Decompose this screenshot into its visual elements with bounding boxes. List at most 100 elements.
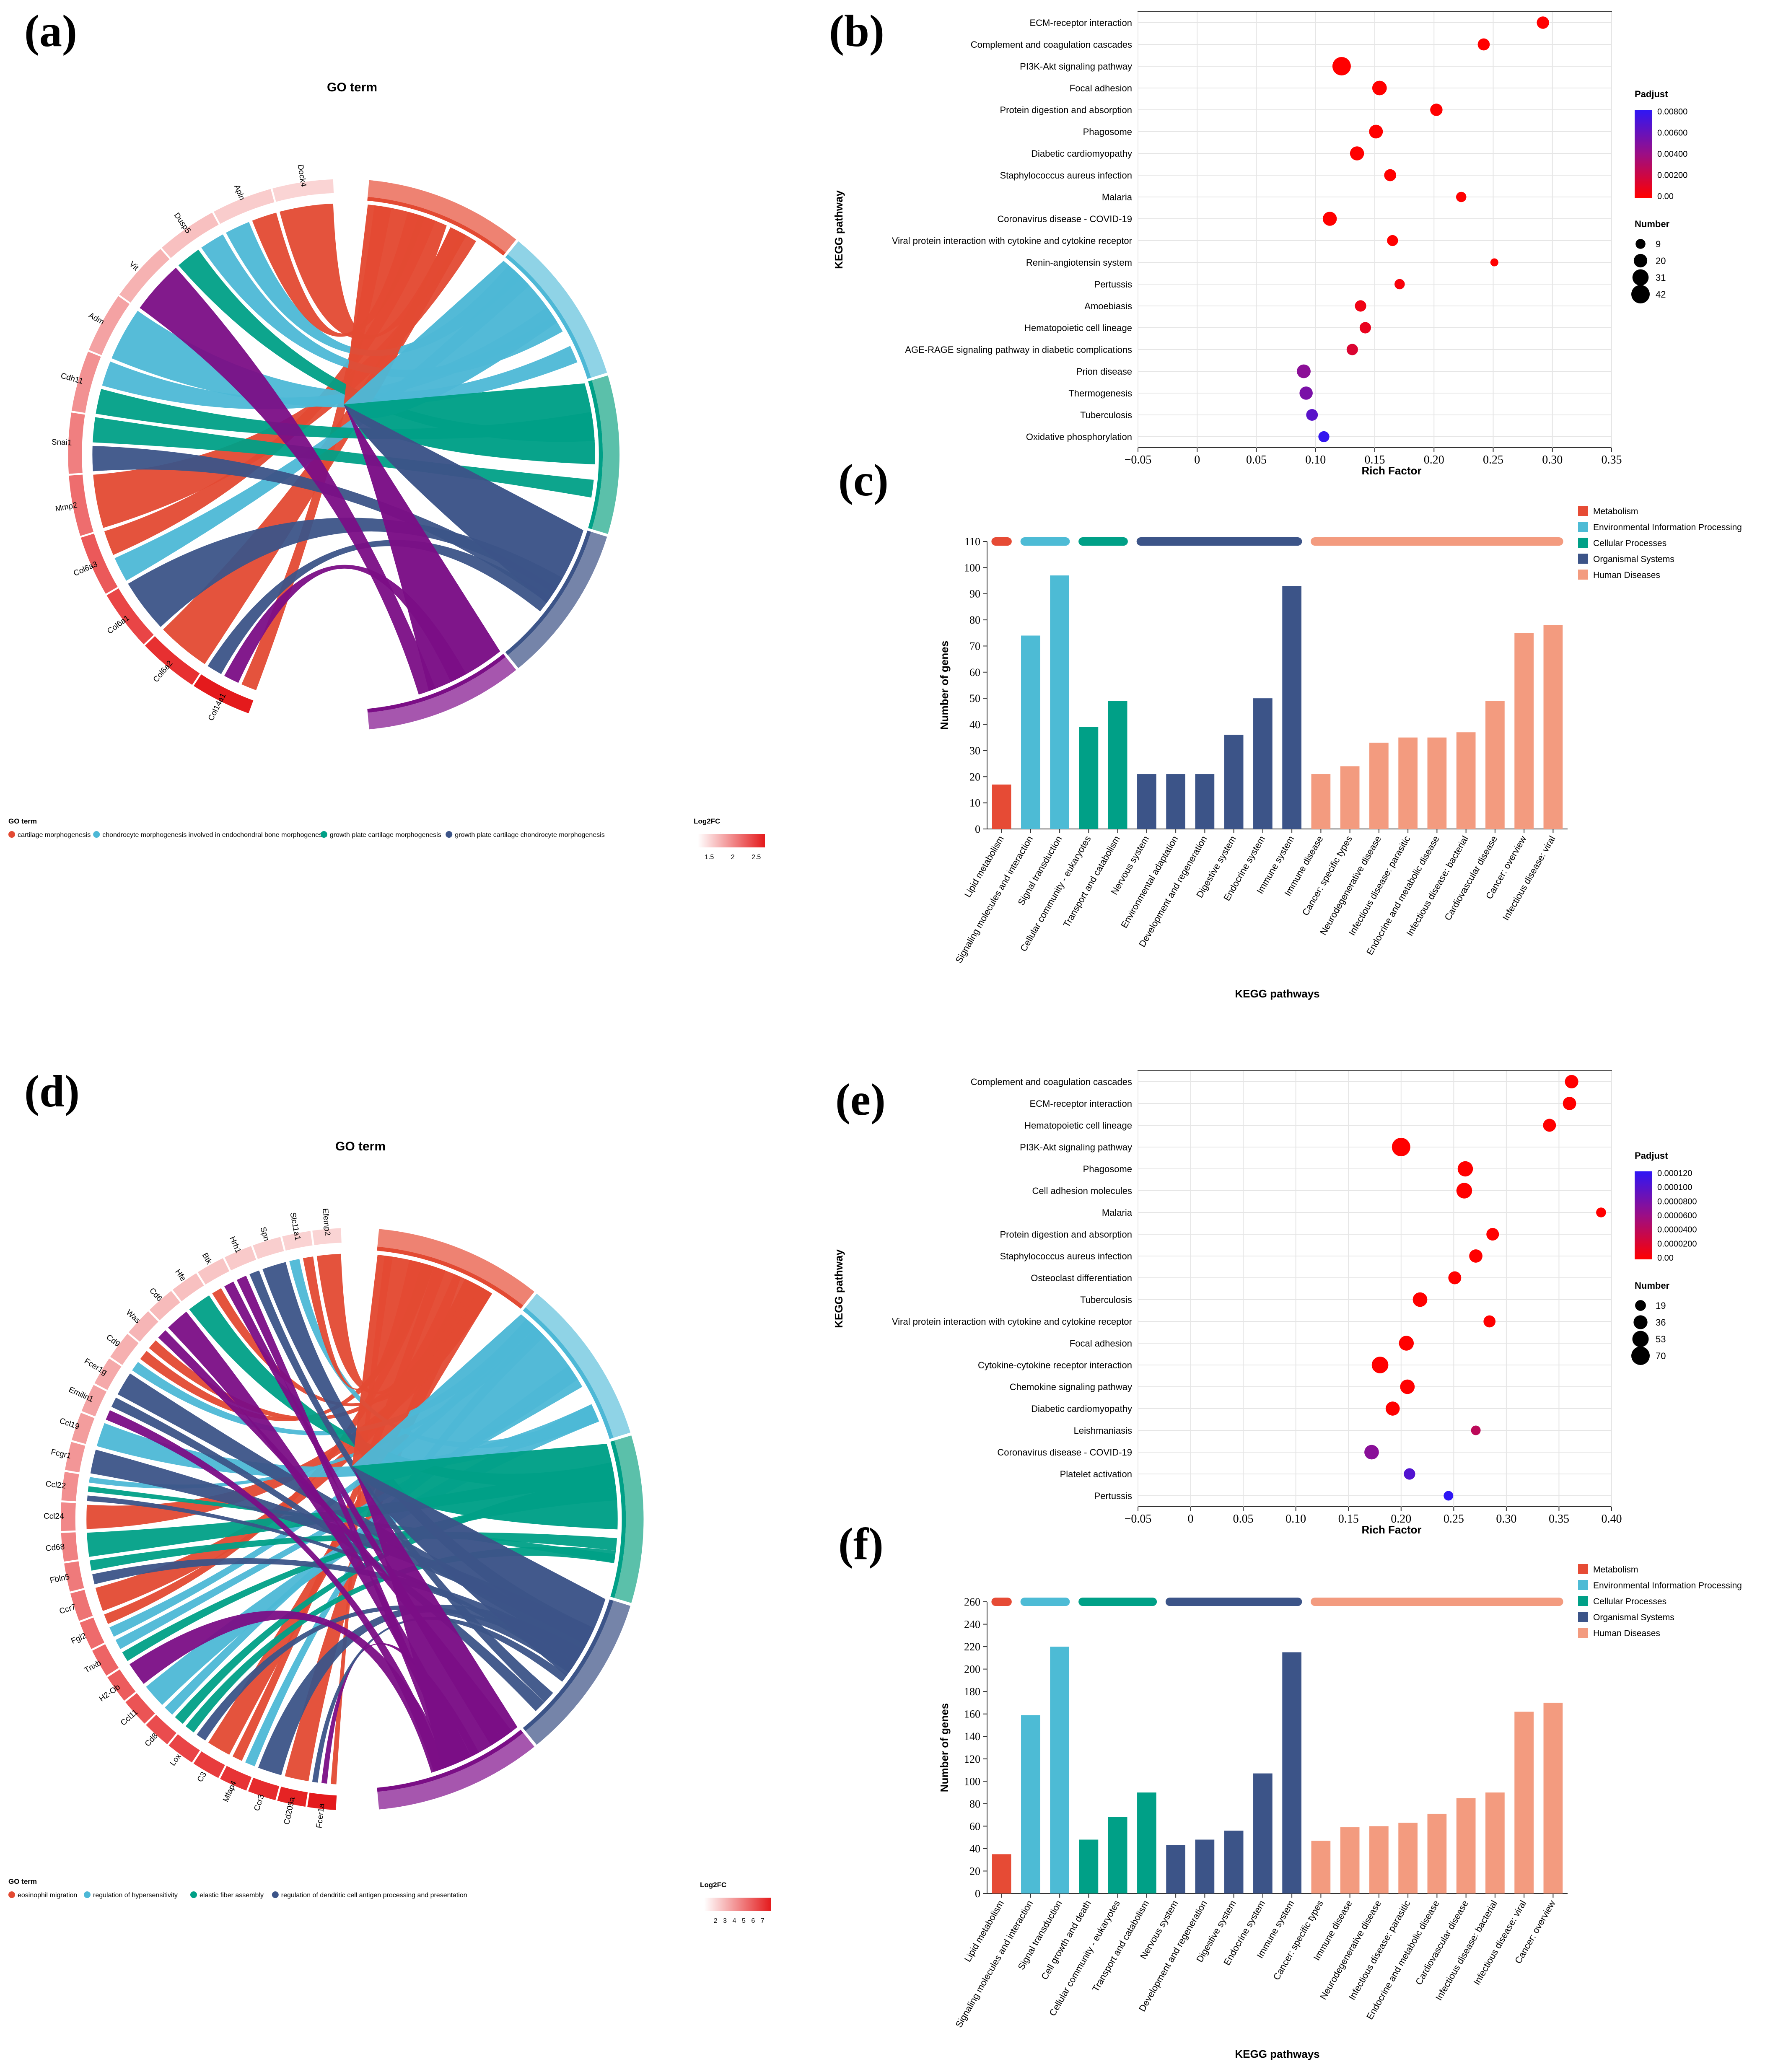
go-legend-label: cartilage morphogenesis — [18, 831, 91, 839]
term-outer-arc — [592, 375, 620, 534]
x-tick-label: 0.10 — [1305, 453, 1326, 466]
pathway-label: Focal adhesion — [1070, 1338, 1132, 1349]
term-ribbon — [344, 205, 447, 414]
gene-segment — [161, 212, 219, 259]
gene-label: C3 — [196, 1770, 208, 1784]
chord-ribbon — [115, 1376, 583, 1649]
bar — [1253, 1773, 1273, 1893]
go-legend-swatch — [8, 831, 15, 838]
data-point — [1332, 57, 1351, 75]
term-inner-arc — [588, 380, 603, 529]
x-tick-label: Cell growth and death — [1039, 1898, 1093, 1981]
bar — [1311, 1841, 1331, 1893]
category-legend-label: Environmental Information Processing — [1593, 523, 1742, 532]
padjust-tick: 0.00400 — [1657, 150, 1687, 159]
bar — [1108, 701, 1127, 829]
term-outer-arc — [368, 180, 516, 253]
term-inner-arc — [610, 1440, 626, 1598]
data-point — [1565, 1075, 1578, 1089]
gene-label: Ccr7 — [58, 1603, 77, 1616]
go-legend-swatch — [272, 1891, 279, 1898]
gene-segment — [124, 1692, 156, 1725]
log2fc-tick: 6 — [751, 1917, 755, 1924]
bar — [992, 1854, 1011, 1893]
go-legend-label: regulation of hypersensitivity — [93, 1892, 178, 1899]
pathway-label: PI3K-Akt signaling pathway — [1020, 1142, 1132, 1153]
number-legend-label: 31 — [1656, 272, 1666, 283]
data-point — [1490, 258, 1498, 267]
bar — [1398, 1823, 1418, 1893]
gene-segment — [79, 1617, 105, 1650]
plot-frame — [1138, 1070, 1612, 1507]
x-tick-label: 0 — [1188, 1513, 1194, 1526]
bar — [1050, 575, 1069, 829]
x-tick-label: 0 — [1194, 453, 1200, 466]
data-point — [1392, 1138, 1410, 1156]
gene-segment — [109, 1333, 140, 1366]
gene-segment — [277, 1786, 308, 1808]
padjust-tick: 0.0000200 — [1657, 1239, 1697, 1248]
log2fc-title: Log2FC — [694, 817, 720, 825]
bar — [1398, 737, 1418, 829]
term-ribbon — [352, 1255, 461, 1476]
category-legend-label: Metabolism — [1593, 507, 1638, 516]
data-point — [1486, 1228, 1499, 1241]
category-legend-swatch — [1578, 1564, 1588, 1574]
bar — [1543, 1702, 1563, 1893]
gene-segment — [81, 1384, 107, 1417]
log2fc-tick: 3 — [723, 1917, 727, 1924]
pathway-label: Cell adhesion molecules — [1032, 1186, 1132, 1196]
data-point — [1399, 1336, 1414, 1351]
number-legend-dot — [1632, 269, 1649, 286]
y-axis-title: KEGG pathway — [832, 190, 845, 269]
padjust-colorbar — [1635, 110, 1652, 198]
x-axis-title: KEGG pathways — [1235, 2048, 1319, 2060]
log2fc-tick: 1.5 — [705, 854, 714, 861]
gene-label: Emilin1 — [67, 1385, 95, 1404]
panel-label-a: (a) — [24, 6, 77, 56]
bar — [1195, 1839, 1215, 1893]
gene-label: Cd68 — [45, 1543, 65, 1553]
bar — [1369, 1826, 1389, 1893]
gene-segment — [128, 1311, 159, 1342]
pathway-label: Viral protein interaction with cytokine … — [892, 1316, 1132, 1327]
y-tick-label: 20 — [969, 1865, 980, 1877]
chord-ribbon — [262, 1262, 595, 1645]
group-header-bar — [1311, 537, 1563, 546]
x-tick-label: Cardiovascular disease — [1413, 1898, 1470, 1987]
pathway-label: Coronavirus disease - COVID-19 — [997, 1447, 1132, 1458]
gene-segment — [70, 1589, 93, 1621]
go-legend-swatch — [320, 831, 327, 838]
y-tick-label: 40 — [969, 1843, 980, 1855]
x-tick-label: 0.30 — [1542, 453, 1563, 466]
number-legend-dot — [1631, 1347, 1650, 1365]
gene-segment — [219, 1765, 252, 1791]
y-tick-label: 220 — [964, 1641, 980, 1653]
data-point — [1563, 1097, 1576, 1110]
panel-label-b: (b) — [829, 6, 884, 56]
gene-segment — [60, 1532, 79, 1562]
bar — [1427, 737, 1447, 829]
gene-segment — [252, 1236, 285, 1260]
gene-segment — [193, 1751, 226, 1779]
bar — [1224, 735, 1244, 829]
data-point — [1385, 1401, 1400, 1416]
bar — [1543, 625, 1563, 829]
y-tick-label: 200 — [964, 1663, 980, 1676]
gene-segment — [119, 248, 170, 303]
pathway-label: Complement and coagulation cascades — [971, 39, 1132, 50]
padjust-title: Padjust — [1635, 89, 1668, 99]
pathway-label: Diabetic cardiomyopathy — [1031, 148, 1132, 159]
gene-label: Fbln5 — [49, 1572, 70, 1585]
y-tick-label: 0 — [975, 1888, 980, 1900]
gene-segment — [64, 1441, 86, 1473]
gene-label: Col14a1 — [207, 692, 228, 723]
bar — [992, 784, 1011, 829]
pathway-label: Phagosome — [1083, 127, 1132, 137]
bar — [1369, 743, 1389, 829]
gene-segment — [145, 1714, 177, 1745]
chord-ribbon — [130, 1611, 449, 1773]
gene-segment — [88, 295, 130, 356]
pathway-label: Platelet activation — [1060, 1469, 1132, 1479]
x-tick-label: 0.35 — [1602, 453, 1622, 466]
